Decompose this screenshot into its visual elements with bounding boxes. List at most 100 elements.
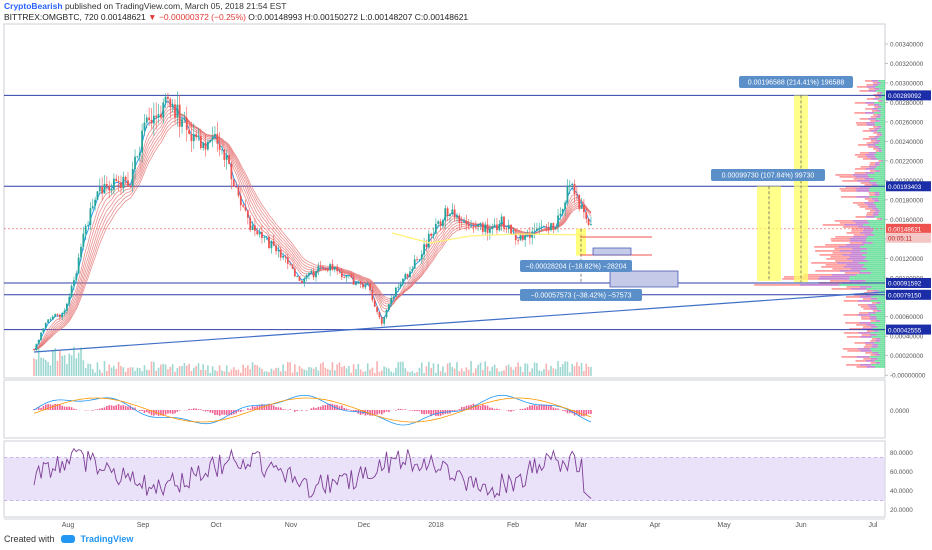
candle-body: [310, 271, 313, 274]
candle-body: [423, 244, 425, 255]
macd-histogram-bar: [336, 404, 338, 410]
volume-profile-bar: [869, 194, 875, 196]
volume-bar: [282, 364, 284, 376]
macd-histogram-bar: [284, 409, 287, 410]
volume-profile-bar: [878, 330, 885, 332]
level-label-box: [886, 289, 931, 300]
volume-bar: [545, 363, 548, 376]
candle-body: [164, 96, 167, 103]
macd-histogram-bar: [491, 407, 494, 410]
volume-profile-bar: [867, 104, 874, 106]
macd-histogram-bar: [583, 410, 585, 417]
volume-profile-bar: [859, 286, 872, 288]
macd-histogram-bar: [188, 408, 190, 410]
volume-bar: [435, 372, 437, 376]
candle-body: [155, 115, 158, 118]
open-label: O:: [248, 12, 258, 22]
macd-histogram-bar: [341, 405, 343, 410]
volume-profile-bar: [877, 126, 881, 128]
trend-line[interactable]: [33, 291, 886, 353]
symbol-label[interactable]: BITTREX:OMGBTC, 720: [4, 12, 99, 22]
measure-label: 0.00099730 (107.84%) 99730: [722, 173, 815, 180]
volume-profile-bar: [876, 218, 880, 220]
candle-body: [550, 223, 552, 231]
volume-bar: [120, 365, 122, 376]
volume-profile-bar: [874, 200, 880, 202]
volume-bar: [106, 370, 108, 376]
volume-profile-bar: [822, 224, 845, 226]
candle-body: [493, 224, 496, 227]
candle-body: [258, 232, 261, 235]
candle-body: [540, 226, 543, 228]
macd-histogram-bar: [214, 410, 216, 416]
price-axis-label: -0.00000000: [890, 373, 926, 380]
macd-histogram-bar: [247, 408, 249, 410]
level-label-box: [886, 181, 931, 192]
volume-profile-bar: [839, 284, 885, 286]
volume-profile-bar: [870, 340, 876, 342]
volume-profile-bar: [876, 318, 885, 320]
candle-body: [517, 240, 519, 241]
volume-profile-bar: [879, 136, 885, 138]
macd-histogram-bar: [536, 405, 538, 410]
volume-profile-bar: [849, 276, 885, 278]
volume-profile-bar: [862, 158, 871, 160]
author-link[interactable]: CryptoBearish: [4, 1, 63, 11]
volume-profile-bar: [876, 306, 885, 308]
candle-body: [261, 232, 263, 238]
volume-profile-bar: [854, 102, 866, 104]
volume-profile-bar: [871, 80, 878, 82]
macd-histogram-bar: [383, 410, 385, 413]
volume-bar: [94, 372, 96, 376]
volume-profile-bar: [877, 298, 885, 300]
down-arrow-icon: ▼: [148, 12, 157, 22]
volume-bar: [529, 371, 531, 376]
volume-bar: [164, 364, 167, 376]
volume-bar: [467, 369, 470, 376]
candle-body: [566, 186, 569, 203]
volume-profile-bar: [880, 148, 885, 150]
macd-histogram-bar: [197, 409, 200, 410]
macd-histogram-bar: [153, 410, 155, 416]
macd-histogram-bar: [268, 403, 270, 410]
volume-profile-bar: [855, 222, 870, 224]
volume-profile-bar: [865, 168, 875, 170]
macd-histogram-bar: [301, 410, 303, 411]
macd-histogram-bar: [216, 410, 219, 415]
volume-profile-bar: [872, 208, 879, 210]
volume-profile-bar: [866, 366, 876, 368]
tradingview-brand[interactable]: TradingView: [80, 534, 134, 544]
volume-profile-bar: [870, 130, 878, 132]
volume-bar: [49, 365, 52, 376]
volume-profile-bar: [869, 164, 875, 166]
volume-bar: [237, 369, 240, 376]
candle-body: [298, 276, 301, 281]
volume-profile-bar: [872, 242, 885, 244]
candle-body: [108, 186, 111, 191]
projection-box[interactable]: [609, 270, 679, 288]
bars-pattern-line: [391, 232, 587, 244]
level-label-box: [886, 232, 931, 243]
low-value: 0.00148207: [367, 12, 413, 22]
candle-body: [564, 202, 566, 210]
candle-body: [507, 224, 510, 229]
price-axis-label: 0.00300000: [890, 80, 924, 87]
volume-profile-bar: [844, 224, 864, 226]
candle-body: [416, 259, 418, 261]
macd-histogram-bar: [322, 405, 324, 410]
volume-bar: [326, 369, 329, 376]
volume-bar: [385, 367, 388, 376]
low-label: L:: [360, 12, 368, 22]
macd-histogram-bar: [190, 409, 193, 410]
candle-body: [561, 209, 564, 214]
candle-body: [89, 208, 92, 225]
volume-profile-bar: [865, 344, 873, 346]
macd-histogram-bar: [124, 406, 127, 410]
volume-profile-bar: [869, 196, 885, 198]
measure-box[interactable]: [794, 95, 808, 283]
measure-box[interactable]: [576, 228, 586, 256]
volume-profile-bar: [868, 200, 875, 202]
candle-body: [498, 223, 501, 231]
projection-box[interactable]: [592, 247, 632, 256]
